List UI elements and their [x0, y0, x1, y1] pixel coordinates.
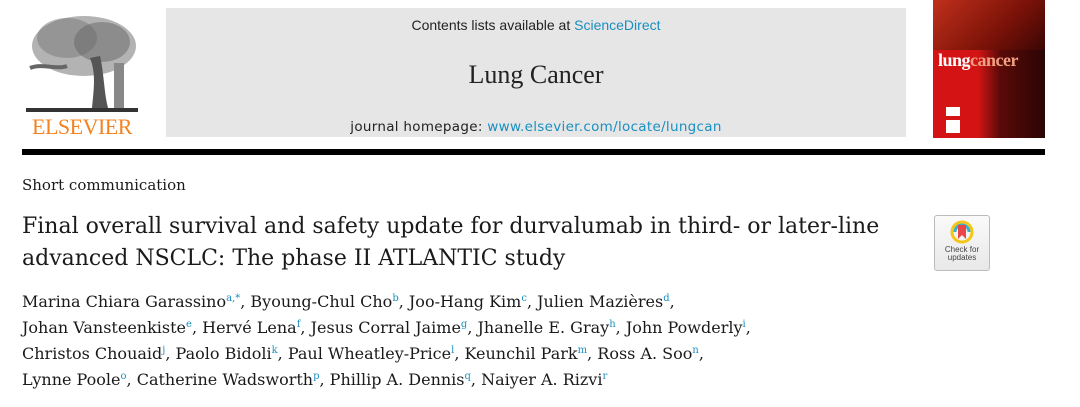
affiliation-marker[interactable]: a,* [226, 293, 241, 304]
affiliation-marker[interactable]: o [120, 371, 127, 382]
cover-society-logo [946, 107, 960, 116]
elsevier-tree-logo [22, 8, 142, 140]
cover-society-seal [946, 120, 960, 133]
author-name[interactable]: Byoung-Chul Cho [250, 292, 393, 311]
author-name[interactable]: Joo-Hang Kim [408, 292, 522, 311]
author-line: Lynne Pooleo, Catherine Wadsworthp, Phil… [22, 370, 608, 389]
homepage-link[interactable]: www.elsevier.com/locate/lungcan [487, 119, 722, 135]
author-line: Marina Chiara Garassinoa,*, Byoung-Chul … [22, 292, 675, 311]
author-name[interactable]: Jesus Corral Jaime [310, 318, 461, 337]
affiliation-marker[interactable]: f [296, 319, 301, 330]
homepage-prefix: journal homepage: [350, 119, 488, 135]
sciencedirect-link[interactable]: ScienceDirect [574, 17, 661, 33]
author-name[interactable]: Catherine Wadsworth [136, 370, 314, 389]
contents-line: Contents lists available at ScienceDirec… [166, 17, 906, 33]
author-list: Marina Chiara Garassinoa,*, Byoung-Chul … [22, 289, 922, 393]
elsevier-wordmark: ELSEVIER [32, 114, 132, 139]
affiliation-marker[interactable]: p [313, 371, 320, 382]
author-name[interactable]: Phillip A. Dennis [329, 370, 465, 389]
author-name[interactable]: John Powderly [625, 318, 743, 337]
author-name[interactable]: Lynne Poole [22, 370, 121, 389]
affiliation-marker[interactable]: n [692, 345, 699, 356]
contents-prefix: Contents lists available at [411, 17, 575, 33]
cover-artwork [933, 0, 1045, 50]
journal-masthead: Contents lists available at ScienceDirec… [166, 8, 906, 137]
affiliation-marker[interactable]: e [186, 319, 192, 330]
affiliation-marker[interactable]: l [451, 345, 455, 356]
author-name[interactable]: Naiyer A. Rizvi [481, 370, 603, 389]
author-name[interactable]: Ross A. Soo [597, 344, 693, 363]
author-name[interactable]: Jhanelle E. Gray [477, 318, 610, 337]
homepage-line: journal homepage: www.elsevier.com/locat… [166, 119, 906, 135]
author-name[interactable]: Paolo Bidoli [175, 344, 272, 363]
affiliation-marker[interactable]: h [609, 319, 616, 330]
author-name[interactable]: Christos Chouaid [22, 344, 163, 363]
affiliation-marker[interactable]: i [742, 319, 746, 330]
affiliation-marker[interactable]: d [663, 293, 670, 304]
affiliation-marker[interactable]: g [460, 319, 468, 330]
cover-title: lungcancer [938, 50, 1018, 70]
updates-label: updates [947, 253, 977, 262]
header-divider [22, 149, 1045, 155]
check-for-updates-button[interactable]: Check for updates [934, 215, 990, 271]
check-for-label: Check for [944, 245, 980, 254]
affiliation-marker[interactable]: j [162, 345, 166, 356]
affiliation-marker[interactable]: r [602, 371, 608, 382]
author-line: Christos Chouaidj, Paolo Bidolik, Paul W… [22, 344, 704, 363]
author-name[interactable]: Marina Chiara Garassino [22, 292, 227, 311]
affiliation-marker[interactable]: b [392, 293, 399, 304]
author-line: Johan Vansteenkistee, Hervé Lenaf, Jesus… [22, 318, 751, 337]
crossmark-icon [950, 220, 974, 244]
article-type: Short communication [22, 176, 186, 194]
author-name[interactable]: Julien Mazières [537, 292, 664, 311]
journal-title: Lung Cancer [468, 60, 604, 89]
affiliation-marker[interactable]: k [271, 345, 278, 356]
article-title: Final overall survival and safety update… [22, 214, 880, 271]
affiliation-marker[interactable]: c [521, 293, 527, 304]
affiliation-marker[interactable]: m [577, 345, 588, 356]
author-name[interactable]: Keunchil Park [464, 344, 578, 363]
journal-cover-image[interactable]: lungcancer [933, 0, 1045, 138]
author-name[interactable]: Johan Vansteenkiste [22, 318, 187, 337]
author-name[interactable]: Hervé Lena [202, 318, 297, 337]
author-name[interactable]: Paul Wheatley-Price [287, 344, 452, 363]
affiliation-marker[interactable]: q [464, 371, 471, 382]
